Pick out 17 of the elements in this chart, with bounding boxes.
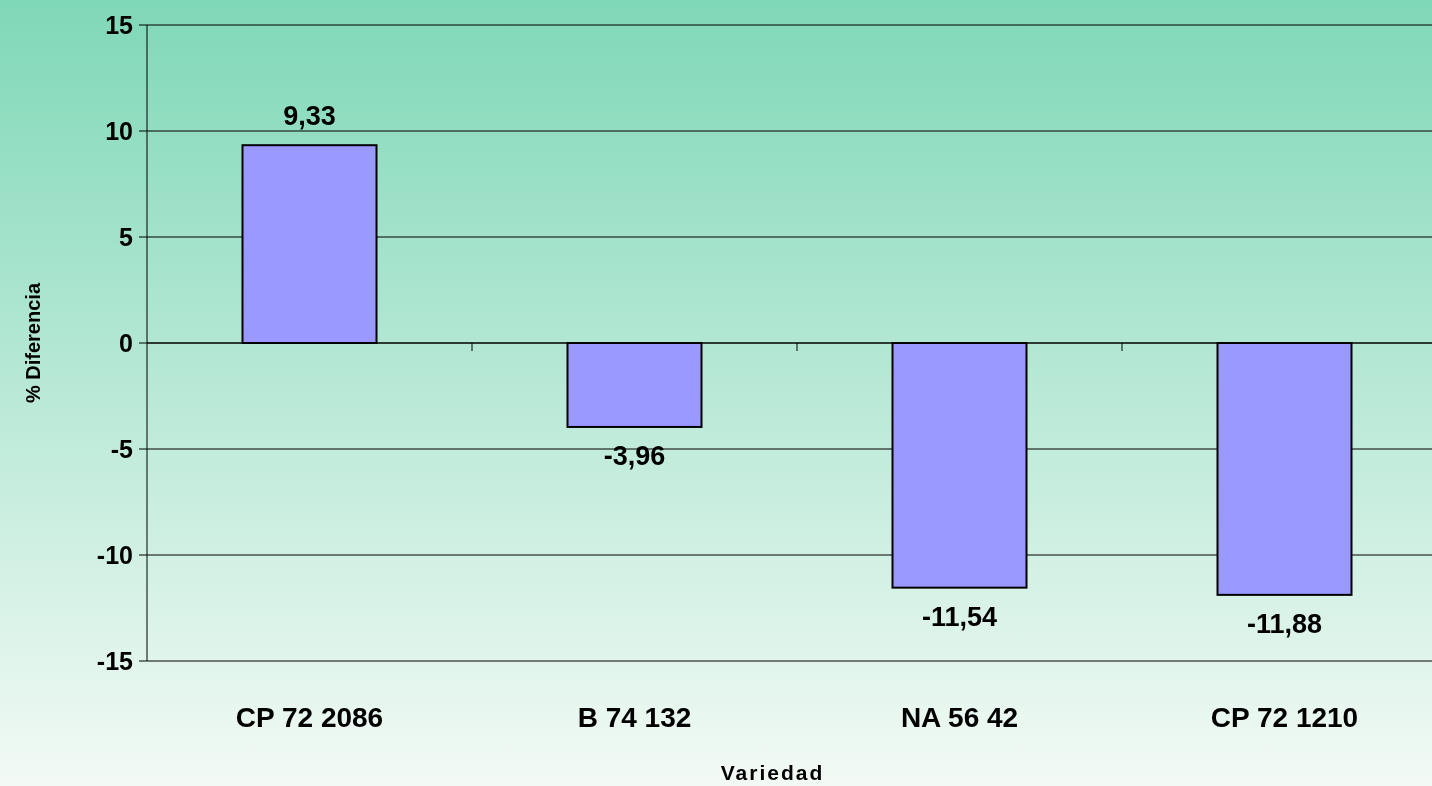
x-tick-label: B 74 132	[577, 702, 692, 733]
y-tick-label: -10	[96, 541, 133, 569]
y-tick-label: 10	[105, 117, 133, 145]
x-tick-label: CP 72 2086	[235, 702, 384, 733]
y-tick-label: 5	[119, 223, 134, 251]
y-tick-label: -5	[110, 435, 134, 463]
x-tick-label: NA 56 42	[900, 702, 1019, 733]
y-tick-label: 0	[119, 329, 133, 357]
data-label: -11,54	[921, 601, 998, 632]
y-tick-label: -15	[96, 647, 134, 675]
y-tick-label: 15	[105, 11, 134, 39]
y-axis-title: % Diferencia	[22, 282, 44, 404]
x-axis-title: Variedad	[720, 761, 825, 784]
x-tick-label: CP 72 1210	[1210, 702, 1359, 733]
data-label: -11,88	[1246, 608, 1323, 639]
data-label: 9,33	[283, 101, 336, 132]
data-label: -3,96	[603, 440, 666, 471]
